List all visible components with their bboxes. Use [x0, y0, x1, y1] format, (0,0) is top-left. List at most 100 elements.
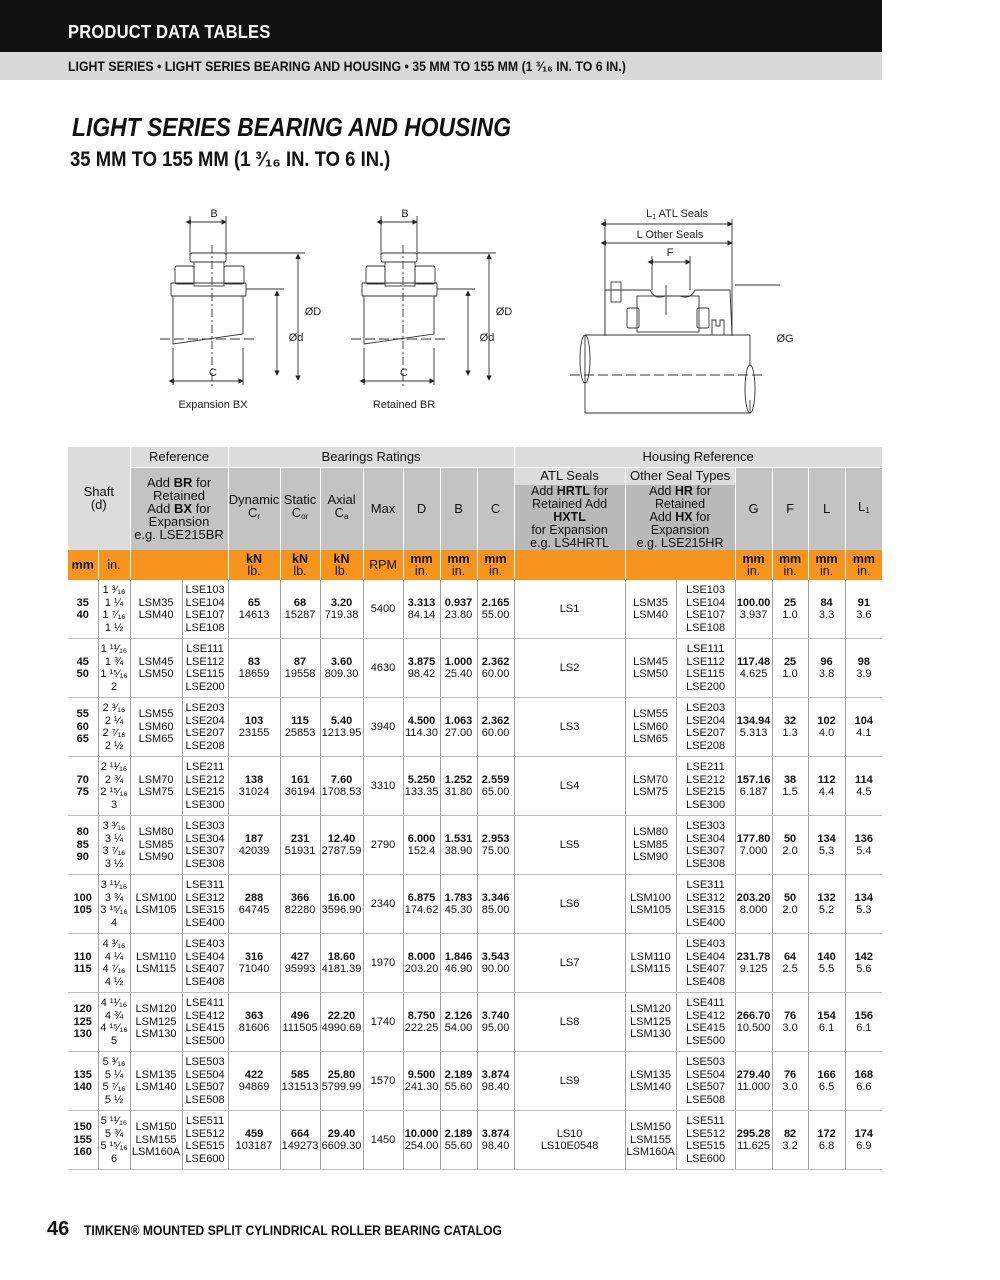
- b-cell: 1.846 46.90: [440, 933, 478, 993]
- primary-value: 1.000: [444, 655, 473, 668]
- housing-lsm-cell: LSM120 LSM125 LSM130: [625, 992, 677, 1052]
- secondary-value: 1213.95: [321, 727, 362, 739]
- primary-value: 585: [290, 1068, 310, 1081]
- shaft-mm-cell: 70 75: [68, 756, 99, 816]
- primary-value: 25: [783, 596, 797, 609]
- housing-lse-cell: LSE203 LSE204 LSE207 LSE208: [676, 697, 736, 757]
- secondary-value: 11.000: [737, 1081, 770, 1093]
- shaft-inch-cell: 2 ¹¹⁄₁₆ 2 ¾ 2 ¹⁵⁄₁₆ 3: [98, 756, 131, 816]
- g-cell: 279.40 11.000: [735, 1051, 773, 1111]
- secondary-value: 46.90: [444, 963, 473, 975]
- dimension-b-label: B: [210, 208, 217, 220]
- secondary-value: 10.500: [736, 1022, 771, 1034]
- d-cell: 4.500 114.30: [403, 697, 441, 757]
- primary-value: 87: [293, 655, 307, 668]
- secondary-value: 5.4: [856, 845, 872, 857]
- atl-seals-housing-cell: LS3: [514, 697, 626, 757]
- primary-value: 161: [290, 773, 310, 786]
- reference-lse-cell: LSE411 LSE412 LSE415 LSE500: [182, 992, 229, 1052]
- axial-rating-cell: 3.20 719.38: [320, 580, 364, 639]
- primary-value: 84: [820, 596, 833, 609]
- static-rating-cell: 115 25853: [280, 697, 321, 757]
- c-cell: 2.559 65.00: [477, 756, 515, 816]
- secondary-value: 3.8: [818, 668, 835, 680]
- dynamic-rating-cell: 363 81606: [228, 992, 281, 1052]
- max-rpm-cell: 2340: [363, 874, 404, 934]
- primary-value: 6.875: [407, 891, 436, 904]
- axial-rating-cell: 18.60 4181.39: [320, 933, 364, 993]
- d-cell: 8.750 222.25: [403, 992, 441, 1052]
- primary-value: 1.252: [444, 773, 473, 786]
- d-cell: 3.875 98.42: [403, 638, 441, 698]
- secondary-value: 65.00: [481, 786, 510, 798]
- reference-lse-cell: LSE111 LSE112 LSE115 LSE200: [182, 638, 229, 698]
- l-cell: 134 5.3: [808, 815, 846, 875]
- secondary-value: 84.14: [407, 609, 436, 621]
- shaft-inch-cell: 3 ³⁄₁₆ 3 ¼ 3 ⁷⁄₁₆ 3 ½: [98, 815, 131, 875]
- max-rpm-cell: 4630: [363, 638, 404, 698]
- reference-lse-cell: LSE211 LSE212 LSE215 LSE300: [182, 756, 229, 816]
- primary-value: 83: [247, 655, 261, 668]
- d-cell: 9.500 241.30: [403, 1051, 441, 1111]
- b-cell: 0.937 23.80: [440, 580, 478, 639]
- shaft-inch-cell: 5 ³⁄₁₆ 5 ¼ 5 ⁷⁄₁₆ 5 ½: [98, 1051, 131, 1111]
- primary-value: 2.165: [481, 596, 510, 609]
- housing-lse-cell: LSE411 LSE412 LSE415 LSE500: [676, 992, 736, 1052]
- page-subtitle: 35 MM TO 155 MM (1 ³⁄₁₆ IN. TO 6 IN.): [70, 148, 391, 171]
- primary-value: 279.40: [736, 1068, 771, 1081]
- secondary-value: 222.25: [404, 1022, 439, 1034]
- primary-value: 1.846: [444, 950, 473, 963]
- primary-value: 134: [817, 832, 836, 845]
- primary-value: 25.80: [327, 1068, 356, 1081]
- secondary-value: 23155: [238, 727, 270, 739]
- secondary-value: 94869: [238, 1081, 270, 1093]
- c-cell: 3.874 98.40: [477, 1051, 515, 1111]
- units-row: mm in. kN lb. kN lb. kN lb. RPM mm in. mm in.…: [68, 550, 883, 580]
- primary-value: 7.60: [330, 773, 353, 786]
- secondary-value: 6.9: [856, 1140, 872, 1152]
- secondary-value: 95.00: [481, 1022, 510, 1034]
- l1-cell: 91 3.6: [845, 580, 883, 639]
- unit-empty: [130, 550, 229, 580]
- primary-value: 422: [244, 1068, 264, 1081]
- c-cell: 2.362 60.00: [477, 638, 515, 698]
- c-cell: 2.953 75.00: [477, 815, 515, 875]
- primary-value: 3.874: [481, 1127, 510, 1140]
- housing-lse-cell: LSE111 LSE112 LSE115 LSE200: [676, 638, 736, 698]
- g-cell: 295.28 11.625: [735, 1110, 773, 1170]
- primary-value: 22.20: [327, 1009, 356, 1022]
- primary-value: 50: [783, 891, 797, 904]
- primary-value: 1.063: [444, 714, 473, 727]
- primary-value: 82: [783, 1127, 797, 1140]
- primary-value: 174: [854, 1127, 874, 1140]
- l-other-seals-label: L Other Seals: [637, 229, 704, 241]
- shaft-mm-cell: 80 85 90: [68, 815, 99, 875]
- dimension-f-label: F: [667, 247, 674, 259]
- secondary-value: 2.5: [782, 963, 798, 975]
- secondary-value: 4.1: [856, 727, 872, 739]
- axial-rating-cell: 16.00 3596.90: [320, 874, 364, 934]
- reference-header: Reference: [130, 447, 229, 467]
- b-cell: 1.531 38.90: [440, 815, 478, 875]
- f-cell: 25 1.0: [772, 580, 809, 639]
- atl-seals-housing-cell: LS9: [514, 1051, 626, 1111]
- section-header-bar: PRODUCT DATA TABLES: [0, 0, 882, 52]
- housing-diagram: [570, 219, 780, 414]
- primary-value: 459: [244, 1127, 264, 1140]
- secondary-value: 25.40: [444, 668, 473, 680]
- secondary-value: 1.0: [782, 609, 798, 621]
- housing-lse-cell: LSE103 LSE104 LSE107 LSE108: [676, 580, 736, 639]
- reference-lsm-cell: LSM150 LSM155 LSM160A: [130, 1110, 183, 1170]
- table-row: 110 115 4 ³⁄₁₆ 4 ¼ 4 ⁷⁄₁₆ 4 ½ LSM110 LSM11…: [68, 933, 883, 993]
- primary-value: 4.500: [407, 714, 436, 727]
- primary-value: 187: [244, 832, 264, 845]
- g-cell: 203.20 8.000: [735, 874, 773, 934]
- dynamic-rating-cell: 65 14613: [228, 580, 281, 639]
- secondary-value: 82280: [284, 904, 316, 916]
- secondary-value: 95993: [284, 963, 316, 975]
- secondary-value: 4990.69: [321, 1022, 362, 1034]
- secondary-value: 6.6: [856, 1081, 872, 1093]
- b-header: B: [440, 466, 478, 550]
- housing-lse-cell: LSE303 LSE304 LSE307 LSE308: [676, 815, 736, 875]
- unit-mm-in: mm in.: [772, 550, 809, 580]
